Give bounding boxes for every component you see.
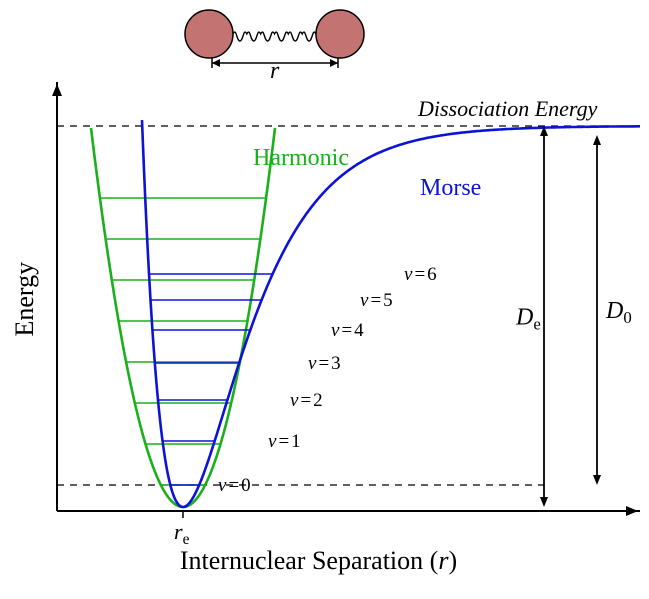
x-axis-label: Internuclear Separation (r)	[180, 546, 457, 575]
v-level-label: v=0	[218, 475, 251, 496]
v-level-label: v=6	[404, 264, 437, 285]
atom-left	[185, 10, 233, 58]
v-level-label: v=3	[308, 353, 341, 374]
morse-label: Morse	[420, 175, 481, 201]
harmonic-label: Harmonic	[253, 145, 349, 171]
dissociation-label: Dissociation Energy	[417, 96, 598, 121]
y-axis-label: Energy	[10, 262, 39, 337]
r-label: r	[270, 58, 280, 84]
v-level-label: v=5	[360, 290, 393, 311]
v-level-label: v=4	[331, 320, 364, 341]
v-level-label: v=1	[268, 431, 301, 452]
background	[0, 0, 649, 599]
v-level-label: v=2	[290, 390, 323, 411]
atom-right	[316, 10, 364, 58]
